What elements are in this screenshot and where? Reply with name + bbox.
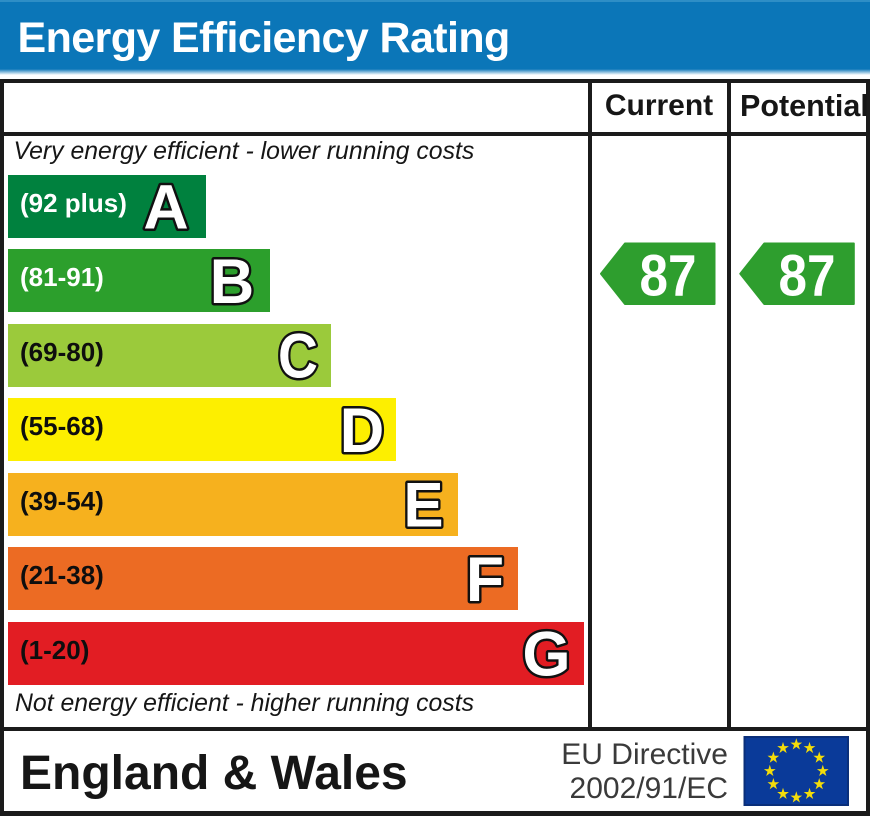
svg-text:F: F: [466, 545, 504, 615]
svg-text:C: C: [278, 321, 318, 391]
svg-text:G: G: [523, 619, 571, 689]
svg-text:87: 87: [779, 244, 836, 309]
svg-text:87: 87: [640, 244, 697, 309]
svg-text:E: E: [404, 470, 444, 540]
svg-text:D: D: [340, 396, 385, 466]
svg-text:B: B: [210, 247, 254, 317]
svg-text:A: A: [143, 172, 188, 242]
